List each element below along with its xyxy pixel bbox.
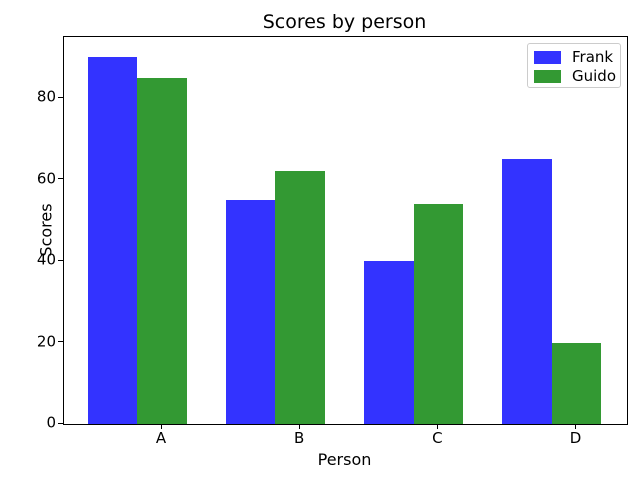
bar-frank-a — [87, 57, 138, 424]
plot-area — [63, 36, 628, 425]
y-tick-mark-60 — [58, 178, 63, 180]
x-tick-mark-b — [298, 424, 300, 429]
x-tick-label-c: C — [432, 429, 443, 447]
legend-item-guido: Guido — [534, 67, 620, 86]
bar-guido-d — [551, 342, 602, 424]
bar-frank-d — [502, 159, 552, 424]
x-tick-label-b: B — [294, 429, 305, 447]
x-tick-label-d: D — [569, 429, 582, 447]
y-axis-label: Scores — [36, 203, 56, 257]
bar-guido-b — [275, 171, 325, 424]
x-tick-label-a: A — [155, 429, 167, 447]
y-tick-label-20: 20 — [36, 332, 56, 351]
y-tick-mark-0 — [58, 422, 63, 424]
x-tick-mark-a — [160, 424, 162, 429]
legend-swatch-guido — [534, 70, 561, 83]
y-tick-mark-80 — [58, 96, 63, 98]
legend: Frank Guido — [527, 43, 621, 88]
y-tick-label-40: 40 — [36, 250, 56, 269]
y-tick-mark-40 — [58, 259, 63, 261]
bar-guido-a — [137, 77, 187, 424]
chart-title: Scores by person — [262, 11, 427, 33]
y-tick-label-80: 80 — [36, 87, 56, 106]
legend-swatch-frank — [534, 51, 561, 64]
bar-frank-b — [225, 199, 276, 424]
legend-label-frank: Frank — [572, 48, 614, 66]
x-tick-mark-c — [436, 424, 438, 429]
y-tick-label-0: 0 — [46, 413, 56, 432]
y-tick-mark-20 — [58, 341, 63, 343]
legend-item-frank: Frank — [534, 48, 620, 67]
bar-guido-c — [413, 204, 464, 424]
x-tick-mark-d — [575, 424, 576, 429]
x-axis-label: Person — [317, 450, 372, 469]
y-tick-label-60: 60 — [36, 169, 56, 188]
bar-frank-c — [364, 261, 414, 424]
legend-label-guido: Guido — [572, 67, 616, 85]
